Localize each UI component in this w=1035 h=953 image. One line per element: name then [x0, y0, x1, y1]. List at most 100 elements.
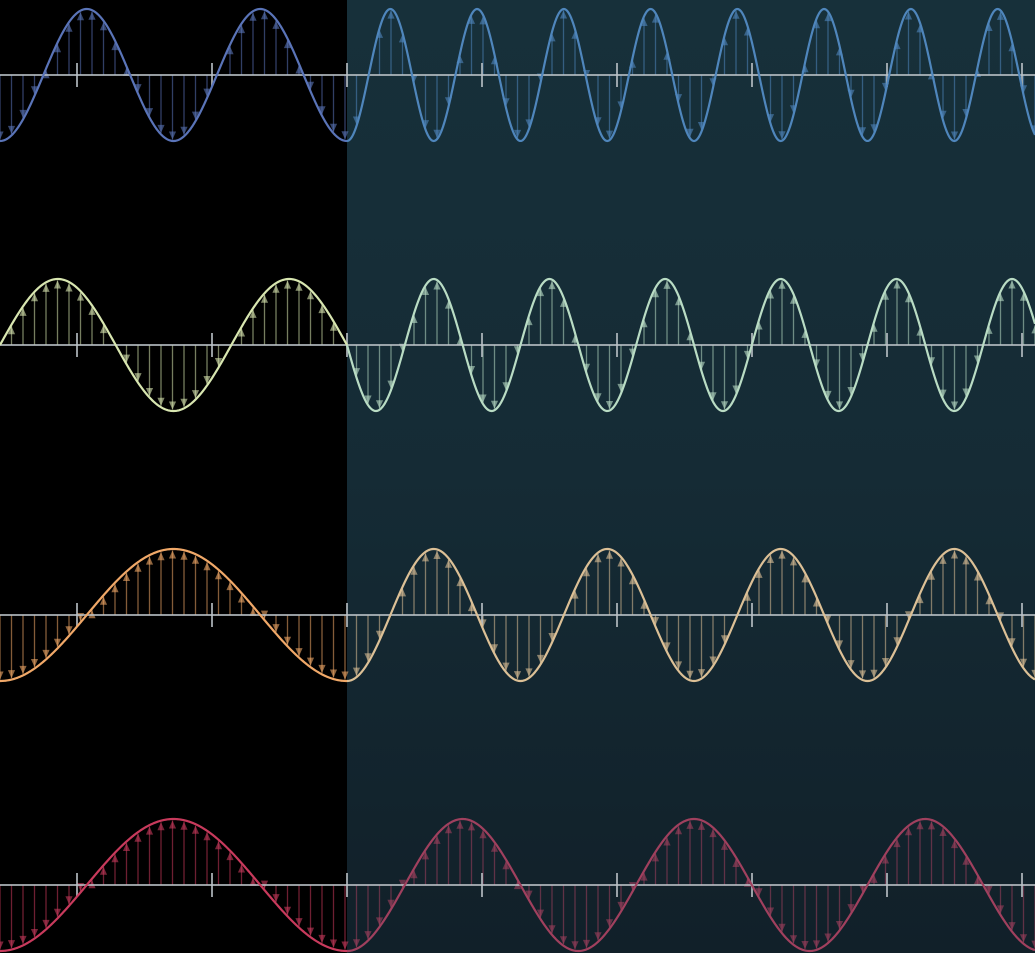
arrow-head — [559, 936, 568, 945]
arrow-head — [709, 392, 717, 401]
arrow-head — [134, 84, 142, 93]
arrow-head — [318, 934, 326, 943]
arrow-head — [260, 11, 269, 20]
arrow-head — [30, 86, 39, 95]
arrow-head — [939, 389, 947, 398]
arrow-head — [559, 10, 568, 19]
arrow-head — [962, 556, 970, 565]
arrow-head — [904, 827, 913, 836]
arrow-head — [904, 294, 913, 303]
arrow-head — [651, 289, 660, 298]
arrow-head — [157, 822, 165, 831]
arrow-head — [191, 390, 200, 399]
arrow-head — [824, 614, 832, 623]
wave-curve-right — [346, 7, 1035, 143]
arrow-head — [65, 23, 73, 32]
wave-curve-left — [0, 817, 348, 953]
arrow-head — [893, 637, 901, 646]
arrow-head — [985, 596, 993, 605]
arrow-head — [456, 820, 464, 829]
arrow-head — [19, 665, 27, 674]
arrow-head — [306, 927, 315, 936]
arrow-head — [387, 899, 395, 908]
arrow-head — [582, 568, 591, 577]
arrow-head — [824, 390, 832, 399]
arrow-head — [904, 11, 913, 20]
wave-curve-right — [346, 817, 1035, 953]
arrow-head — [513, 671, 522, 680]
arrow-head — [122, 843, 131, 851]
arrow-head — [214, 841, 223, 850]
arrow-head — [697, 669, 706, 678]
arrow-head — [180, 398, 188, 407]
arrow-head — [525, 668, 533, 677]
arrow-head — [766, 290, 775, 299]
arrow-head — [778, 923, 786, 932]
arrow-head — [318, 305, 326, 314]
arrow-head — [824, 933, 832, 942]
arrow-head — [812, 940, 821, 949]
wave-curve-right — [345, 277, 1035, 413]
wave-curve-left — [0, 277, 348, 413]
arrow-head — [398, 588, 407, 597]
arrow-head — [651, 14, 660, 23]
arrow-head — [272, 284, 280, 293]
arrow-head — [7, 670, 16, 679]
arrow-head — [812, 598, 821, 607]
arrow-head — [571, 590, 579, 599]
arrow-head — [479, 16, 487, 25]
arrow-head — [295, 282, 303, 291]
arrow-head — [1019, 934, 1028, 943]
highlight-panel — [347, 0, 1035, 953]
arrow-head — [433, 281, 441, 290]
arrow-head — [134, 563, 142, 572]
arrow-head — [306, 81, 315, 90]
arrow-head — [605, 130, 614, 139]
arrow-head — [962, 388, 970, 397]
arrow-head — [1031, 669, 1035, 678]
arrow-head — [295, 65, 303, 74]
arrow-head — [663, 642, 671, 651]
arrow-head — [502, 662, 510, 671]
arrow-head — [214, 358, 223, 366]
arrow-head — [53, 280, 62, 289]
arrow-head — [341, 131, 349, 140]
arrow-head — [1008, 280, 1016, 289]
arrow-head — [548, 925, 556, 934]
arrow-head — [766, 555, 775, 563]
arrow-head — [191, 555, 200, 564]
arrow-head — [950, 401, 959, 410]
arrow-head — [433, 835, 441, 844]
arrow-head — [973, 876, 982, 885]
arrow-head — [1008, 922, 1016, 931]
arrow-head — [939, 555, 947, 564]
arrow-head — [766, 907, 775, 916]
arrow-head — [203, 562, 211, 571]
arrow-head — [881, 658, 890, 666]
arrow-head — [950, 131, 959, 140]
arrow-head — [157, 552, 165, 561]
arrow-head — [444, 825, 453, 834]
arrow-head — [203, 832, 211, 841]
arrow-head — [99, 866, 108, 875]
arrow-head — [858, 670, 867, 679]
arrow-head — [916, 595, 924, 604]
arrow-head — [375, 630, 384, 639]
arrow-head — [548, 633, 556, 641]
arrow-head — [870, 874, 878, 883]
arrow-head — [226, 852, 234, 861]
arrow-head — [7, 326, 16, 335]
arrow-head — [858, 884, 867, 893]
arrow-head — [663, 837, 671, 846]
arrow-head — [536, 654, 545, 663]
arrow-head — [375, 917, 384, 926]
arrow-head — [433, 551, 441, 559]
arrow-head — [824, 13, 832, 22]
arrow-head — [571, 941, 579, 950]
arrow-head — [145, 826, 154, 835]
arrow-head — [582, 939, 591, 948]
arrow-head — [283, 636, 292, 645]
arrow-head — [789, 935, 798, 944]
arrow-head — [617, 558, 625, 567]
